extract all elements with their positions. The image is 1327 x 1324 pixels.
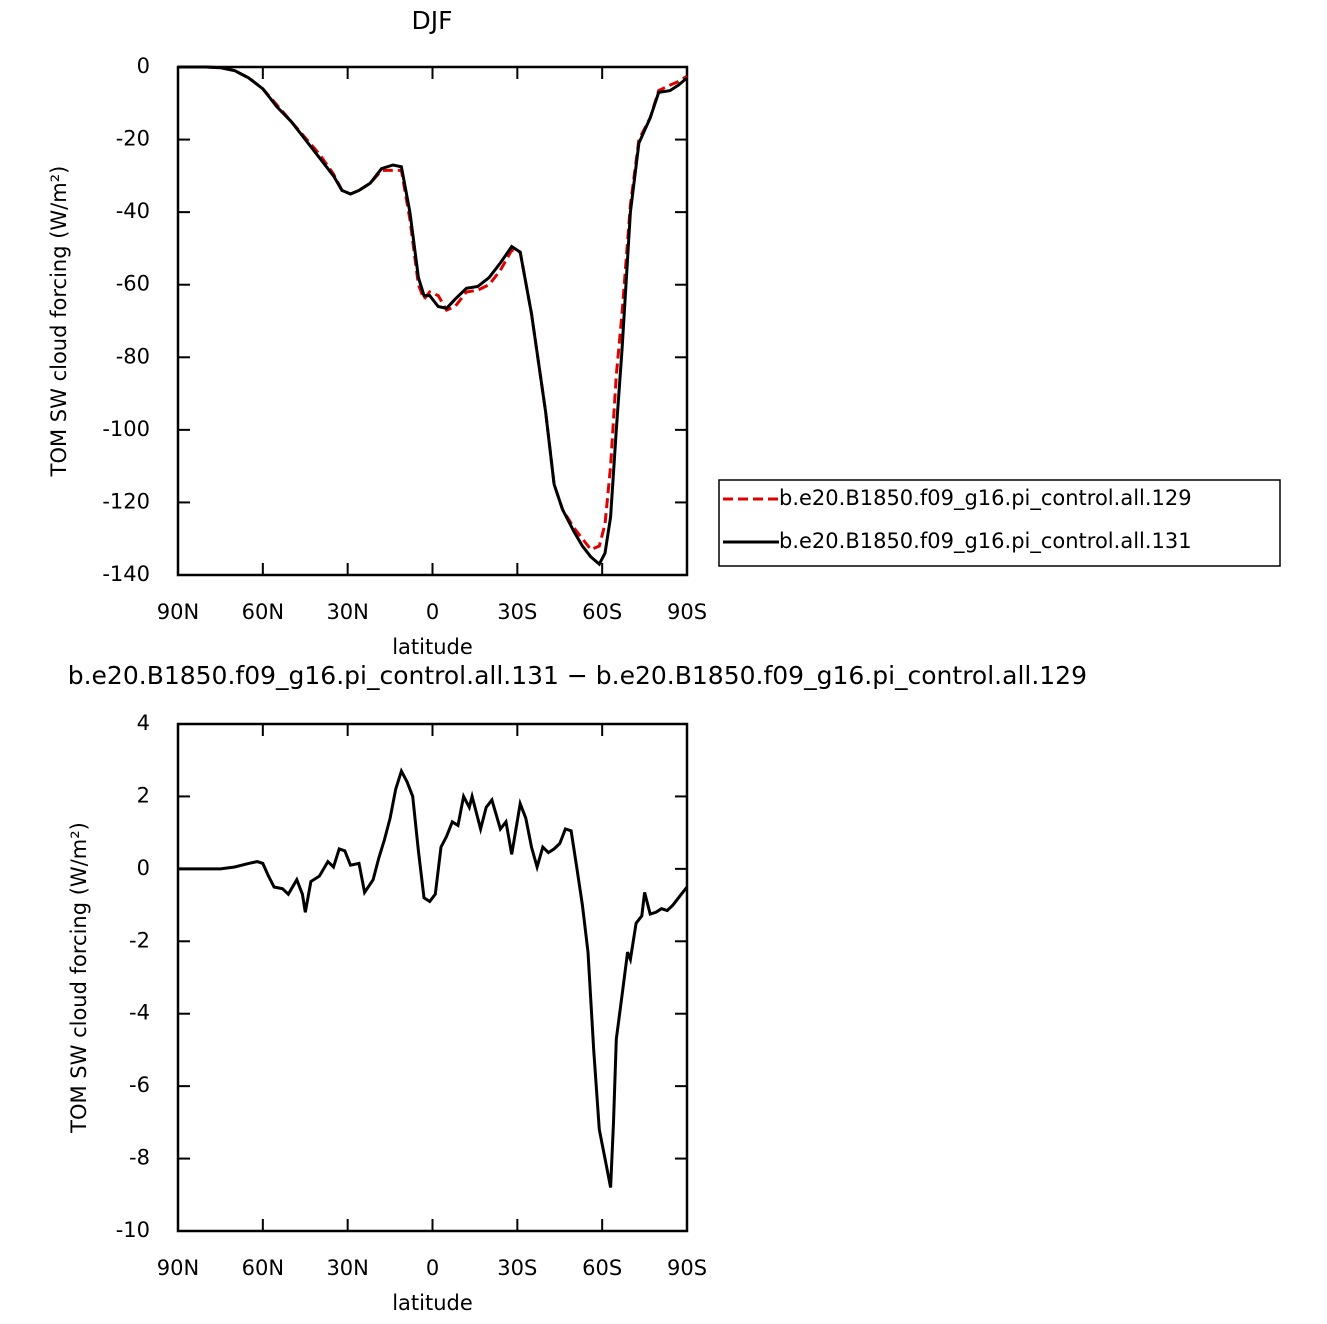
x-tick-label: 60N	[242, 600, 284, 624]
plot-frame	[176, 65, 689, 577]
x-axis-label: latitude	[392, 635, 473, 659]
y-tick-label: -2	[129, 928, 150, 952]
y-tick-label: 0	[137, 856, 150, 880]
y-tick-label: -140	[102, 562, 150, 586]
x-tick-label: 0	[426, 1256, 439, 1280]
y-tick-label: -8	[129, 1146, 150, 1170]
legend-label: b.e20.B1850.f09_g16.pi_control.all.129	[779, 486, 1192, 511]
x-tick-label: 60S	[582, 600, 622, 624]
x-tick-label: 90N	[157, 1256, 199, 1280]
legend-label: b.e20.B1850.f09_g16.pi_control.all.131	[779, 529, 1192, 554]
x-tick-label: 0	[426, 600, 439, 624]
series-line	[178, 65, 688, 552]
series-line	[178, 767, 689, 1188]
x-tick-label: 60S	[582, 1256, 622, 1280]
legend-box	[718, 479, 1281, 567]
x-tick-label: 90S	[667, 1256, 707, 1280]
y-axis-label: TOM SW cloud forcing (W/m²)	[67, 822, 91, 1134]
y-tick-label: -100	[102, 417, 150, 441]
series-line	[178, 65, 688, 567]
y-tick-label: 2	[137, 783, 150, 807]
x-tick-label: 30N	[326, 600, 368, 624]
x-tick-label: 90N	[157, 600, 199, 624]
x-tick-label: 30S	[497, 600, 537, 624]
x-tick-label: 90S	[667, 600, 707, 624]
y-axis-label: TOM SW cloud forcing (W/m²)	[47, 166, 71, 478]
y-tick-label: -20	[116, 127, 150, 151]
y-tick-label: -120	[102, 489, 150, 513]
y-tick-label: -10	[116, 1218, 150, 1242]
y-tick-label: 0	[137, 54, 150, 78]
plot-frame	[176, 722, 689, 1233]
y-tick-label: -80	[116, 344, 150, 368]
y-tick-label: -60	[116, 272, 150, 296]
x-tick-label: 60N	[242, 1256, 284, 1280]
chart-title: DJF	[411, 6, 452, 35]
y-tick-label: 4	[137, 711, 150, 735]
x-tick-label: 30S	[497, 1256, 537, 1280]
y-tick-label: -4	[129, 1001, 150, 1025]
y-tick-label: -6	[129, 1073, 150, 1097]
x-tick-label: 30N	[326, 1256, 368, 1280]
x-axis-label: latitude	[392, 1291, 473, 1315]
y-tick-label: -40	[116, 199, 150, 223]
chart-title: b.e20.B1850.f09_g16.pi_control.all.131 −…	[68, 661, 1087, 690]
